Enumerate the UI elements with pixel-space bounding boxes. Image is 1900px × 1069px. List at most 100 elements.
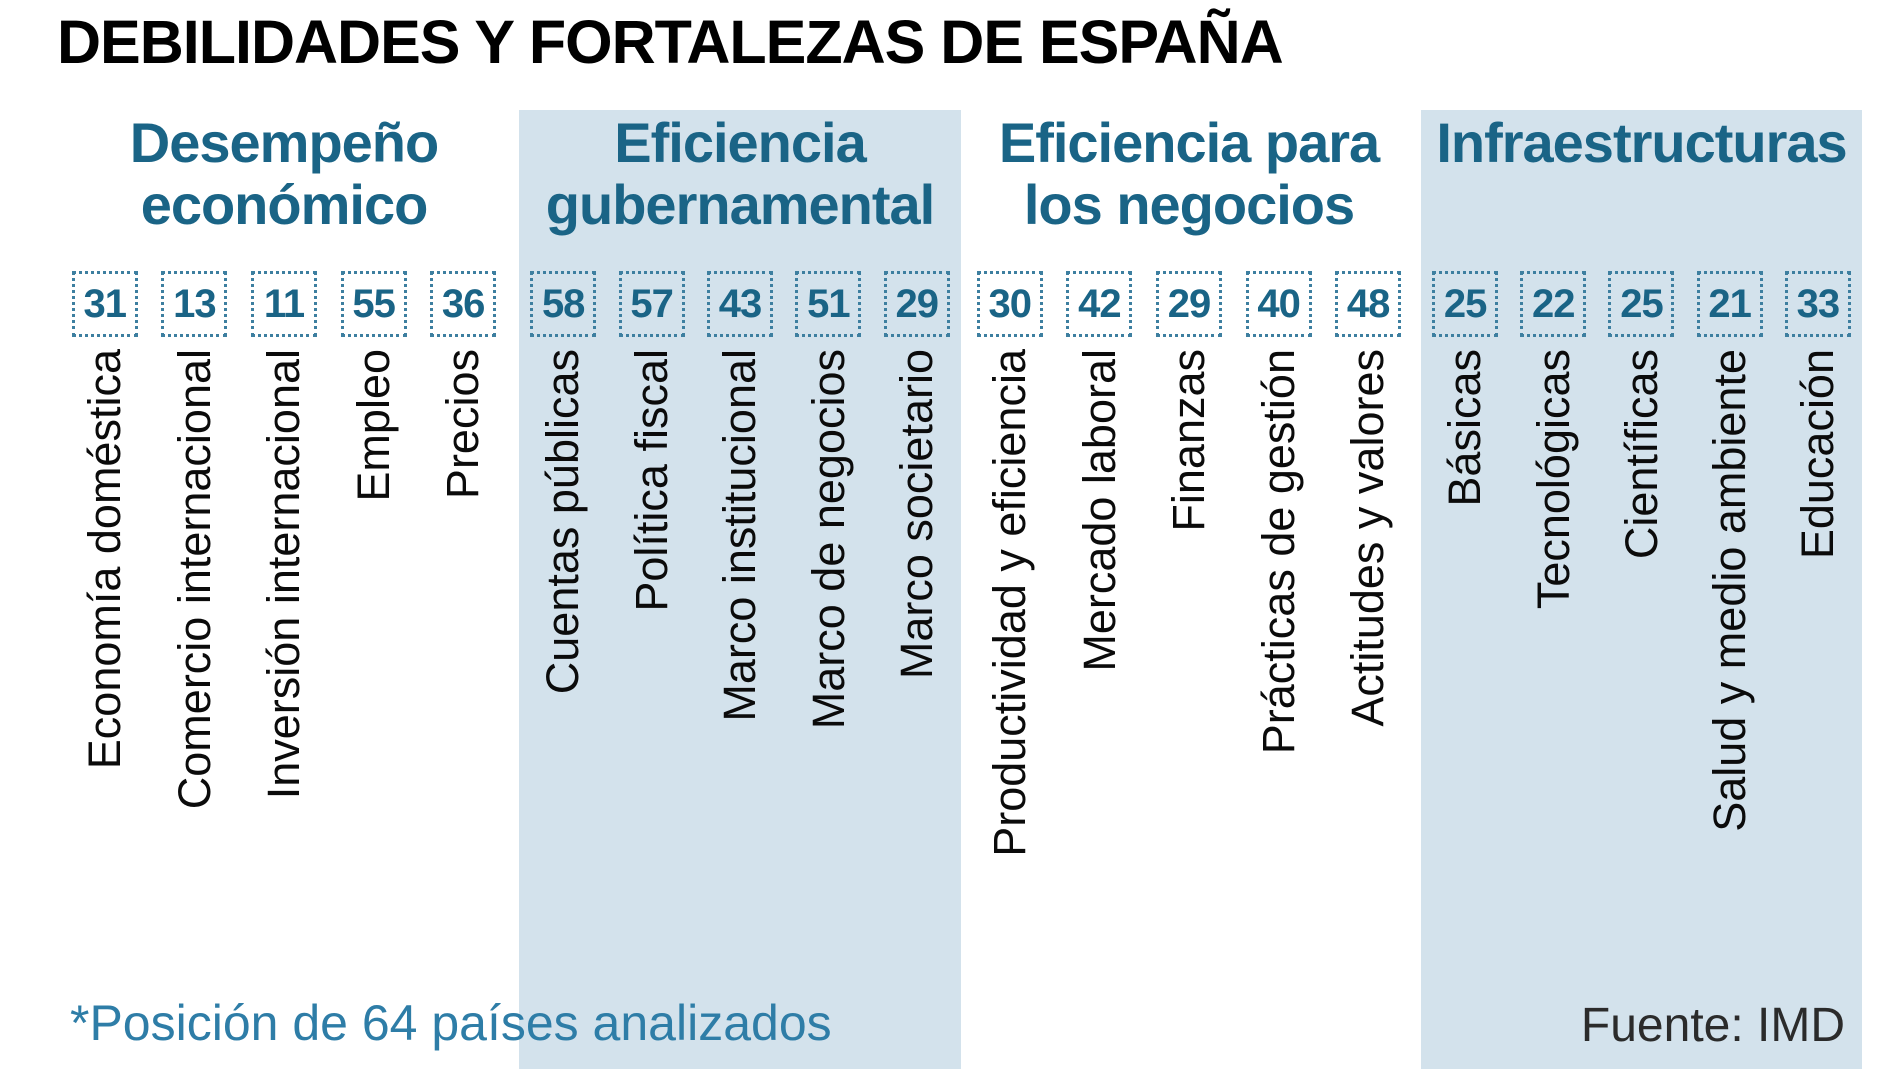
category-header-line: Eficiencia [614,111,866,174]
indicator-label: Economía doméstica [79,349,131,770]
indicator-item: 30 Productividad y eficiencia [965,271,1055,857]
indicator-label: Salud y medio ambiente [1703,349,1755,832]
rank-value: 57 [630,281,673,326]
rank-value-box: 43 [706,271,773,337]
rank-value: 31 [83,281,127,326]
rank-value: 58 [541,281,585,326]
rank-value-box: 31 [71,271,138,337]
rank-value: 33 [1796,281,1840,326]
rank-value: 40 [1257,281,1300,326]
category-group-infraestructuras: Infraestructuras 25 Básicas 22 Tecnológi… [1421,110,1862,1069]
category-header-line: económico [140,172,429,236]
category-header-eficiencia-negocios: Eficiencia para los negocios [965,110,1413,271]
category-header-line: los negocios [1023,172,1355,236]
indicator-label: Inversión internacional [258,349,310,800]
rank-value: 42 [1078,281,1121,326]
rank-value: 48 [1346,281,1390,326]
rank-value: 25 [1620,281,1663,326]
indicator-label: Marco de negocios [802,349,854,730]
rank-value-box: 25 [1432,271,1499,337]
indicator-item: 13 Comercio internacional [150,271,240,809]
rank-value-box: 33 [1784,271,1851,337]
rank-value: 29 [1167,281,1211,326]
category-header-line: gubernamental [545,172,935,236]
category-header-eficiencia-gubernamental: Eficiencia gubernamental [519,110,961,271]
indicator-item: 42 Mercado laboral [1055,271,1145,857]
rank-value: 36 [441,281,485,326]
indicator-item: 11 Inversión internacional [239,271,329,809]
indicator-label: Finanzas [1163,349,1215,532]
indicator-label: Prácticas de gestión [1252,349,1304,755]
rank-value-box: 42 [1066,271,1133,337]
rank-value-box: 22 [1520,271,1587,337]
indicator-label: Educación [1792,349,1844,560]
indicator-item: 31 Economía doméstica [60,271,150,809]
source-credit: Fuente: IMD [1580,999,1845,1052]
indicator-label: Actitudes y valores [1342,349,1394,727]
rank-value-box: 55 [340,271,407,337]
rank-value-box: 29 [1155,271,1222,337]
indicator-label: Básicas [1439,349,1491,507]
rank-value-box: 30 [976,271,1043,337]
category-header-line: Infraestructuras [1436,111,1847,174]
indicator-label: Marco institucional [714,349,766,722]
category-header-desempeno-economico: Desempeño económico [60,110,508,271]
rank-value-box: 29 [883,271,950,337]
rank-value: 11 [263,281,305,326]
category-items: 30 Productividad y eficiencia 42 Mercado… [965,271,1413,857]
indicator-item: 40 Prácticas de gestión [1234,271,1324,857]
category-items: 58 Cuentas públicas 57 Política fiscal 4… [519,271,961,729]
rank-value: 13 [173,281,216,326]
rank-value-box: 13 [161,271,228,337]
rank-value: 30 [988,281,1032,326]
category-header-line: Desempeño [129,111,439,174]
category-items: 25 Básicas 22 Tecnológicas 25 Científica… [1421,271,1862,832]
rank-value: 25 [1443,281,1487,326]
indicator-item: 21 Salud y medio ambiente [1686,271,1774,832]
category-header-line: Eficiencia para [998,111,1380,174]
category-header-infraestructuras: Infraestructuras [1421,110,1862,271]
indicator-item: 36 Precios [418,271,508,809]
category-items: 31 Economía doméstica 13 Comercio intern… [60,271,508,809]
rank-value-box: 58 [530,271,597,337]
category-group-desempeno-economico: Desempeño económico 31 Economía doméstic… [60,110,508,1069]
indicator-label: Marco societario [891,349,942,680]
indicator-item: 29 Marco societario [873,271,961,729]
indicator-item: 22 Tecnológicas [1509,271,1597,832]
rank-value-box: 11 [250,271,317,337]
rank-value: 55 [352,281,395,326]
rank-value-box: 25 [1608,271,1675,337]
rank-value: 22 [1532,281,1575,326]
indicator-item: 55 Empleo [329,271,419,809]
indicator-item: 33 Educación [1774,271,1862,832]
indicator-label: Productividad y eficiencia [984,349,1036,857]
category-group-eficiencia-gubernamental: Eficiencia gubernamental 58 Cuentas públ… [519,110,961,1069]
indicator-item: 58 Cuentas públicas [519,271,607,729]
indicator-label: Científicas [1615,349,1667,560]
rank-value-box: 51 [795,271,862,337]
rank-value: 43 [718,281,762,326]
rank-value-box: 40 [1245,271,1312,337]
indicator-label: Comercio internacional [168,349,220,810]
indicator-label: Mercado laboral [1073,349,1125,672]
indicator-label: Precios [437,349,489,500]
indicator-item: 57 Política fiscal [607,271,695,729]
indicator-label: Política fiscal [625,349,677,612]
indicator-item: 48 Actitudes y valores [1323,271,1413,857]
indicator-label: Cuentas públicas [537,349,589,695]
indicator-item: 25 Básicas [1421,271,1509,832]
footnote: *Posición de 64 países analizados [70,995,832,1051]
indicator-item: 51 Marco de negocios [784,271,872,729]
rank-value-box: 57 [618,271,685,337]
indicator-label: Empleo [347,349,399,502]
rank-value: 21 [1708,281,1751,326]
indicator-item: 25 Científicas [1597,271,1685,832]
rank-value-box: 48 [1335,271,1402,337]
category-group-eficiencia-negocios: Eficiencia para los negocios 30 Producti… [965,110,1413,1069]
indicator-item: 43 Marco institucional [696,271,784,729]
page-title: DEBILIDADES Y FORTALEZAS DE ESPAÑA [57,8,1284,76]
indicator-item: 29 Finanzas [1144,271,1234,857]
rank-value-box: 36 [430,271,497,337]
rank-value: 29 [895,281,939,326]
